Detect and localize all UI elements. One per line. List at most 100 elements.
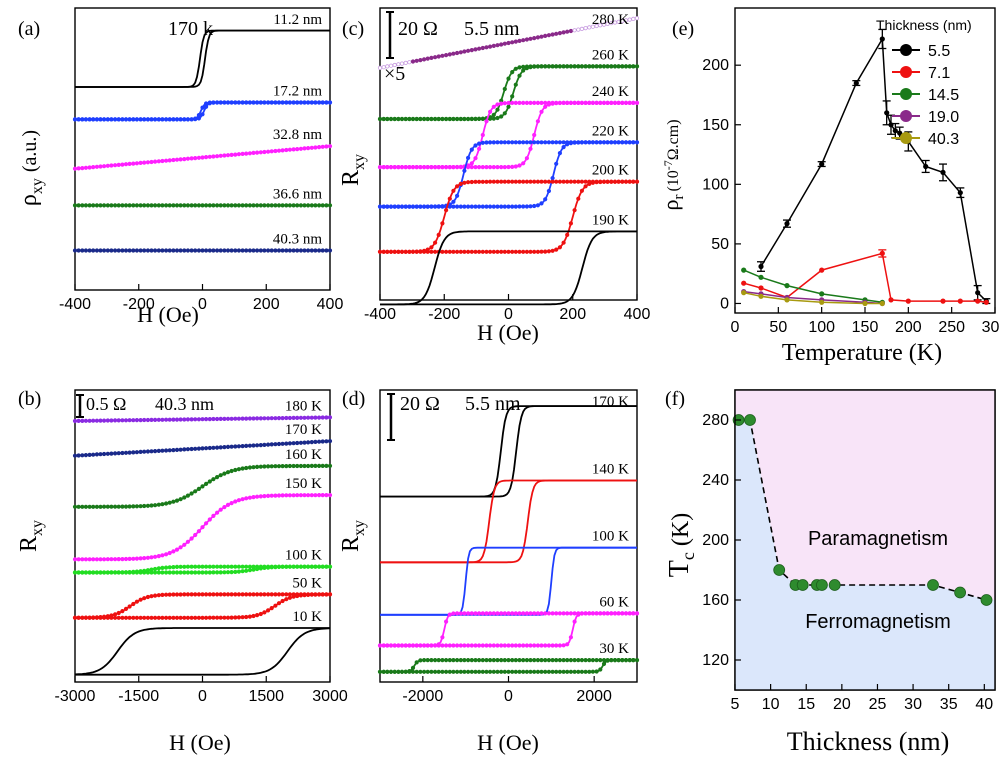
series-200-k-marker xyxy=(499,249,504,254)
series-60-k-marker xyxy=(557,643,563,648)
legend-19-0-label: 19.0 xyxy=(928,109,959,126)
series-17-2-nm-line xyxy=(75,101,330,121)
series-36-6-nm-marker xyxy=(313,203,318,208)
series-180-k-marker xyxy=(174,417,180,422)
series-17-2-nm-marker xyxy=(138,117,143,122)
series-260-k-marker xyxy=(565,64,570,69)
series-50-k-marker xyxy=(113,615,118,620)
series-30-k-marker xyxy=(521,657,526,663)
series-180-k-marker xyxy=(131,418,136,423)
series-160-k-marker xyxy=(207,479,212,484)
series-200-k-marker xyxy=(550,248,555,253)
series-100-k-marker xyxy=(153,566,158,572)
series-200-k-marker xyxy=(554,247,559,252)
series-50-k-marker xyxy=(247,592,252,597)
series-220-k-marker xyxy=(410,204,416,209)
series-32-8-nm-marker xyxy=(171,157,176,163)
series-10-k-line xyxy=(74,627,330,676)
series-40-3-nm-marker xyxy=(291,248,296,253)
series-260-k-marker xyxy=(403,116,408,122)
series-30-k-marker xyxy=(532,657,537,663)
series-150-k-marker xyxy=(196,529,201,534)
series-36-6-nm-marker xyxy=(269,203,274,208)
series-160-k-marker xyxy=(138,504,143,509)
series-32-8-nm-marker xyxy=(131,161,136,166)
series-180-k-marker xyxy=(167,417,172,422)
series-260-k-marker xyxy=(510,94,515,99)
series-60-k-marker xyxy=(454,611,460,616)
series-200-k-marker xyxy=(429,245,434,250)
paramagnetism-label: Paramagnetism xyxy=(808,528,948,550)
series-160-k-marker xyxy=(72,504,78,509)
series-160-k-marker xyxy=(229,468,234,474)
series-50-k-marker xyxy=(280,598,285,604)
series-100-k-marker xyxy=(116,570,121,575)
series-180-k-marker xyxy=(327,415,333,420)
series-220-k-marker xyxy=(469,147,474,152)
series-200-k-marker xyxy=(425,247,430,252)
series-160-k-marker xyxy=(298,463,303,469)
series-180-k-marker xyxy=(251,416,256,421)
series-220-k-marker xyxy=(484,140,489,145)
series-260-k-marker xyxy=(476,116,482,121)
series-60-k-marker xyxy=(499,643,504,648)
series-60-k-marker xyxy=(535,611,541,616)
series-160-k-marker xyxy=(200,484,205,489)
series-280-k-marker xyxy=(392,62,397,68)
series-240-k-marker xyxy=(396,165,401,170)
series-220-k-marker xyxy=(513,140,518,145)
series-220-k-marker xyxy=(451,204,456,209)
series-280-k-marker xyxy=(381,65,386,70)
series-180-k-marker xyxy=(298,415,303,420)
series-36-6-nm-marker xyxy=(185,203,190,208)
series-50-k-marker xyxy=(131,601,136,607)
series-220-k-marker xyxy=(521,140,526,145)
series-17-2-nm-label: 17.2 nm xyxy=(273,83,323,99)
series-150-k-marker xyxy=(72,557,78,562)
series-220-k-marker xyxy=(510,140,515,145)
series-36-6-nm-marker xyxy=(287,203,292,208)
series-36-6-nm-marker xyxy=(280,203,285,208)
series-280-k-marker xyxy=(458,50,463,55)
series-170-k-marker xyxy=(127,450,132,455)
series-220-k-marker xyxy=(605,140,610,145)
series-280-k-marker xyxy=(561,30,566,35)
series-60-k-marker xyxy=(495,611,500,616)
series-36-6-nm-marker xyxy=(91,203,96,208)
series-220-k-marker xyxy=(539,201,544,206)
series-260-k-marker xyxy=(491,116,496,121)
series-200-k-marker xyxy=(532,179,537,184)
series-160-k-marker xyxy=(142,503,147,509)
series-200-k-marker xyxy=(543,179,548,184)
series-180-k-marker xyxy=(76,418,81,423)
series-200-k-marker xyxy=(502,249,507,254)
ferromagnetism-region xyxy=(735,420,995,690)
series-170-k-marker xyxy=(149,449,154,454)
series-50-k-marker xyxy=(76,615,81,620)
series-180-k-marker xyxy=(142,417,147,423)
series-160-k-marker xyxy=(134,504,139,509)
series-17-2-nm-marker xyxy=(309,100,314,105)
series-240-k-marker xyxy=(631,100,636,106)
series-180-k-marker xyxy=(127,418,132,423)
series-36-6-nm-marker xyxy=(134,203,139,208)
series-240-k-marker xyxy=(579,100,585,106)
series-32-8-nm-marker xyxy=(265,149,271,154)
series-170-k-marker xyxy=(276,441,282,447)
series-40-3-point xyxy=(784,297,790,303)
series-240-k-marker xyxy=(418,165,423,170)
series-17-2-nm-marker xyxy=(116,117,121,122)
series-160-k-marker xyxy=(109,504,114,509)
panel-f-xlabel: Thickness (nm) xyxy=(787,727,949,756)
series-160-k-marker xyxy=(87,504,92,509)
series-200-k-marker xyxy=(510,179,515,184)
series-200-k-marker xyxy=(539,179,544,184)
series-200-k-marker xyxy=(447,196,452,201)
series-50-k-marker xyxy=(98,614,103,620)
panel-c-label: (c) xyxy=(342,18,364,40)
series-17-2-nm-marker xyxy=(91,117,96,122)
series-170-k-marker xyxy=(316,439,322,444)
series-180-k-marker xyxy=(94,418,100,423)
series-240-k-marker xyxy=(513,100,518,106)
series-50-k-marker xyxy=(324,592,329,597)
